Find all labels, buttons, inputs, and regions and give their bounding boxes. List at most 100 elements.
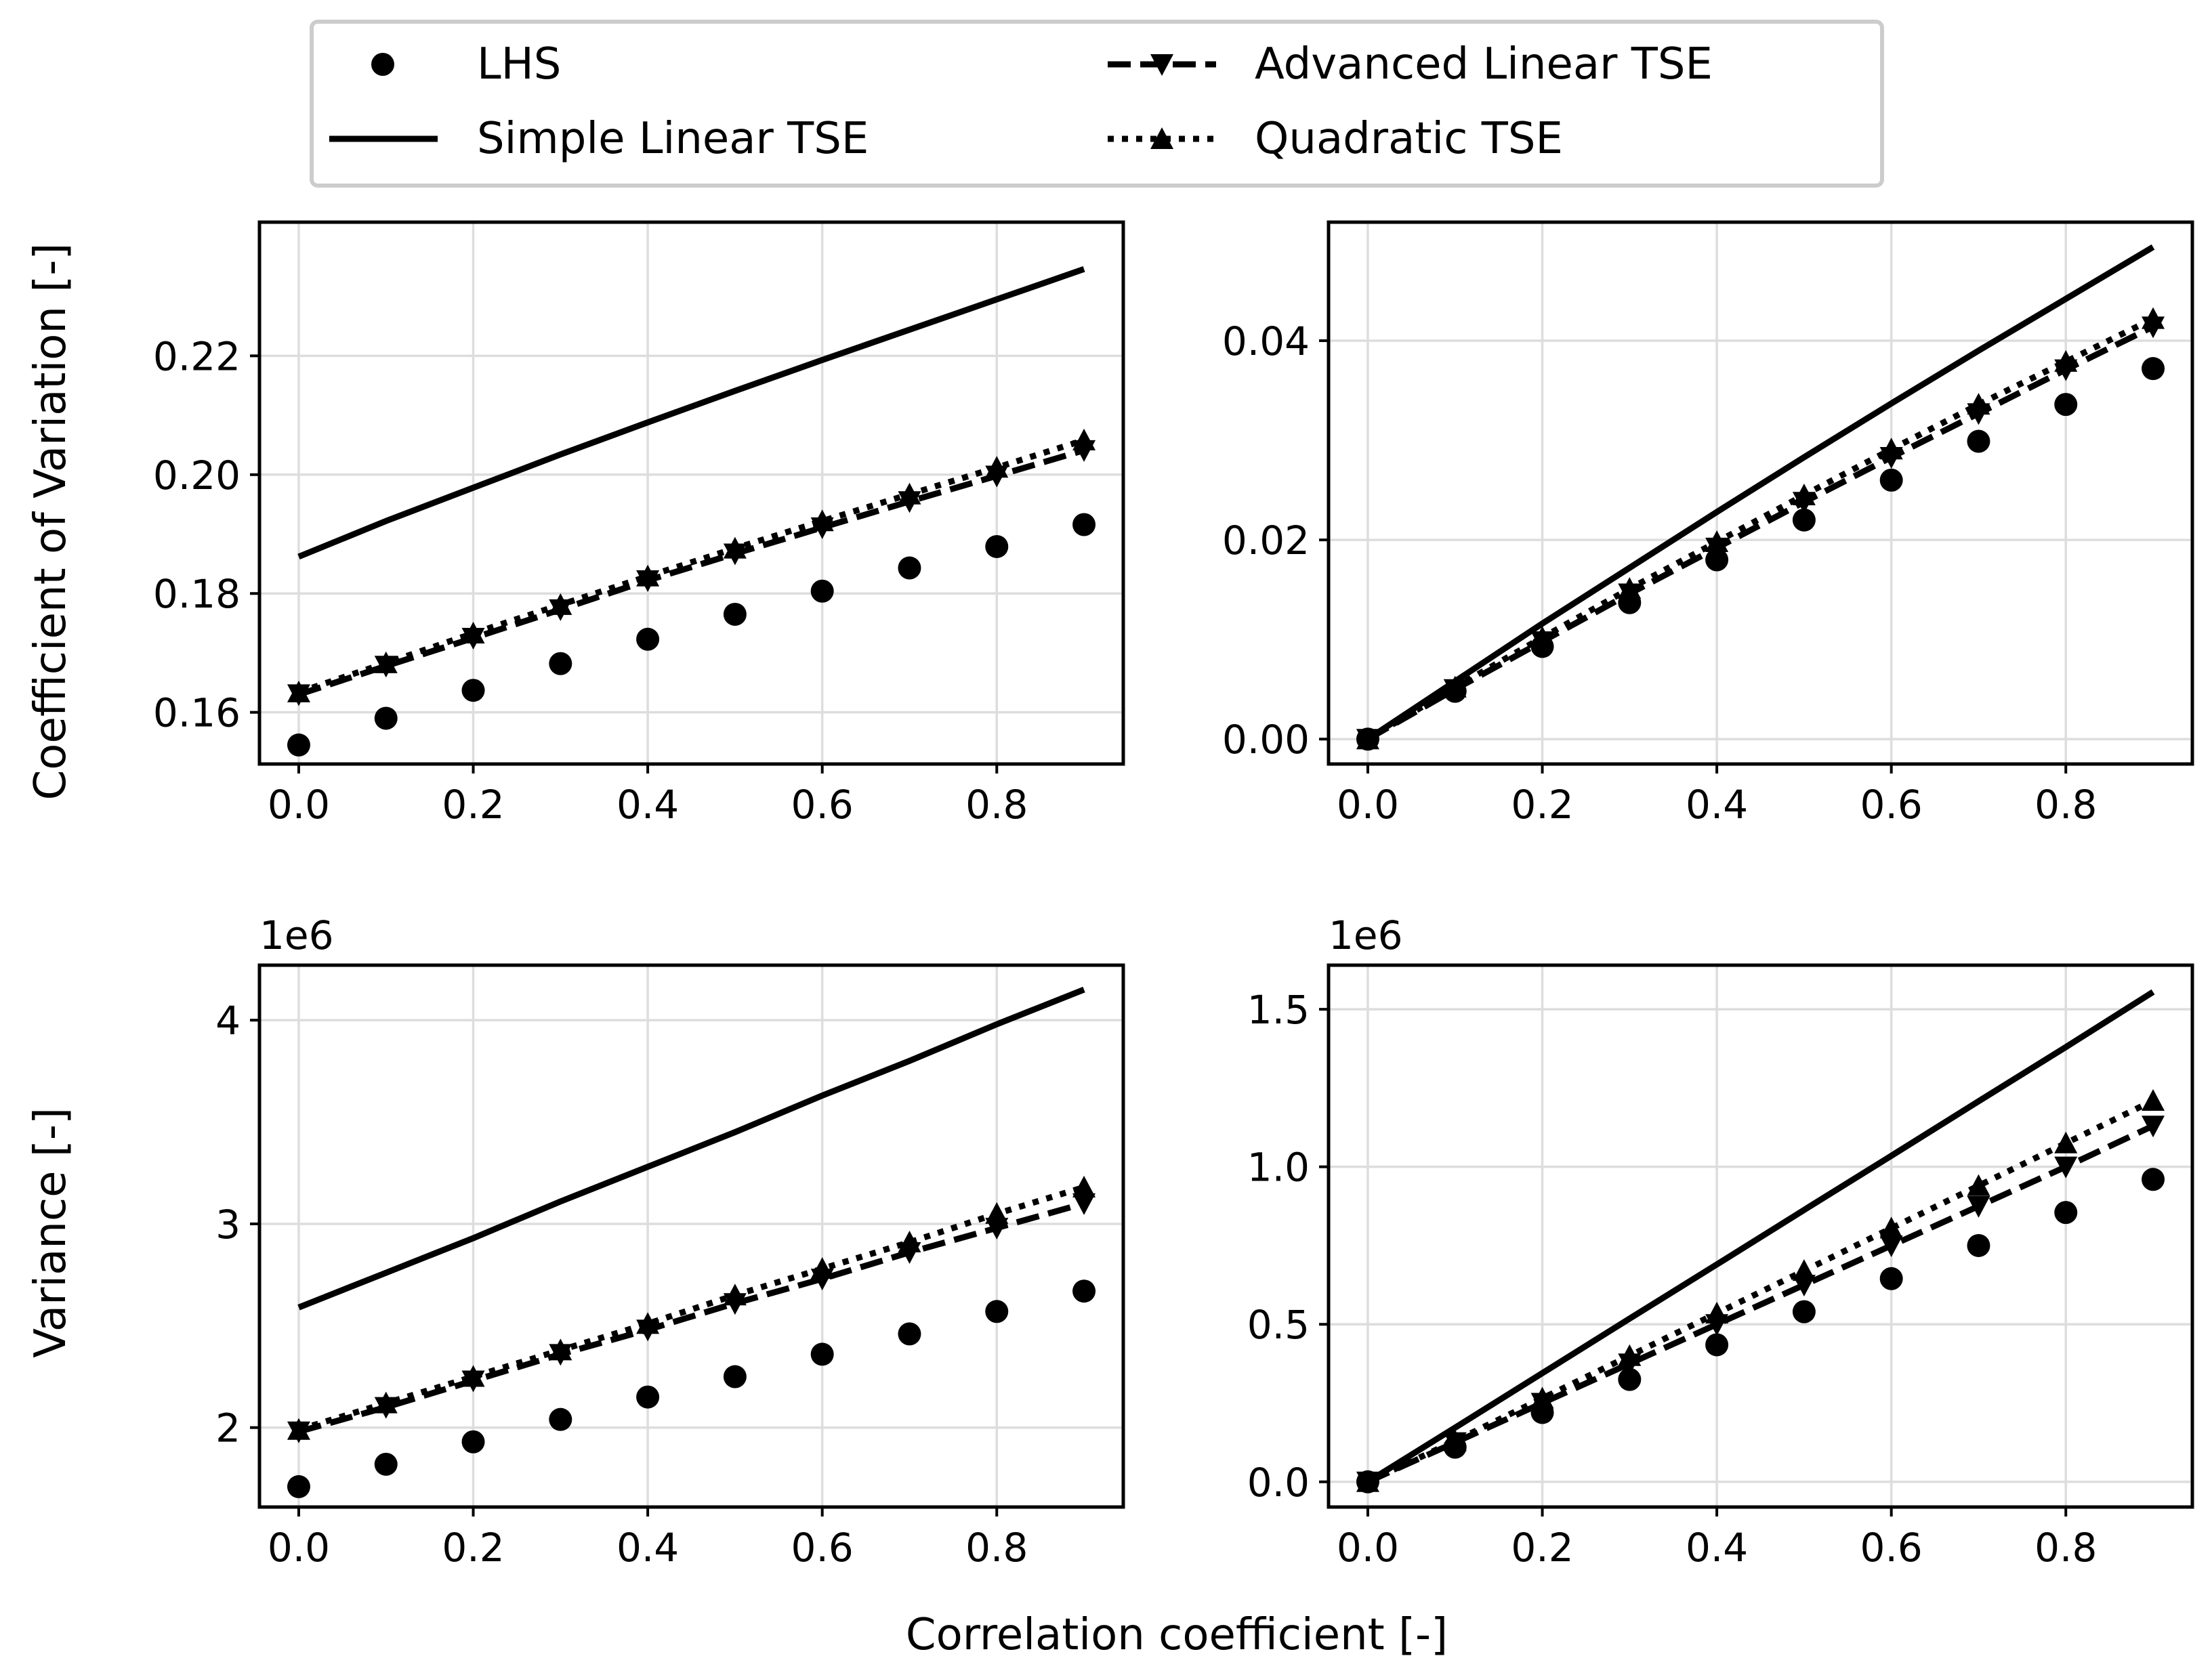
data-point-quadratic-tse	[1072, 428, 1096, 450]
panel-top-right: 0.0 0.2 0.4 0.6 0.8 0.00 0.02 0.04	[1222, 220, 2194, 828]
data-point-quadratic-tse	[1443, 1429, 1467, 1451]
y-tick-label: 0.04	[1222, 318, 1310, 364]
data-point-quadratic-tse	[898, 482, 921, 505]
data-point-quadratic-tse	[549, 1338, 572, 1361]
data-point-quadratic-tse	[1356, 1470, 1379, 1492]
x-tick-label: 0.0	[1337, 782, 1399, 828]
data-point-quadratic-tse	[2142, 1089, 2165, 1111]
series-line-quadratic-tse	[1366, 316, 2155, 742]
y-axis-label-top: Coefficient of Variation [-]	[26, 243, 76, 801]
legend-entry-advanced-linear-tse: Advanced Linear TSE	[1108, 39, 1713, 89]
y-tick-label: 1.0	[1247, 1145, 1310, 1191]
data-point-lhs	[810, 1342, 834, 1366]
data-point-lhs	[287, 1475, 310, 1498]
data-point-lhs	[374, 706, 398, 730]
x-tick-label: 0.4	[617, 1525, 679, 1571]
data-point-lhs	[461, 679, 485, 702]
legend: LHS Advanced Linear TSE Simple Linear TS…	[310, 20, 1884, 188]
panel-bottom-right: 0.0 0.2 0.4 0.6 0.8 0.0 0.5 1.0 1.5 1e6	[1247, 912, 2194, 1571]
y-tick-label: 0.00	[1222, 717, 1310, 763]
y-tick-label: 3	[215, 1202, 241, 1248]
legend-label-quadratic-tse: Quadratic TSE	[1255, 114, 1563, 164]
data-point-advanced-linear-tse	[1879, 1235, 1903, 1257]
data-point-lhs	[723, 1365, 747, 1388]
data-point-lhs	[1072, 513, 1096, 536]
data-point-quadratic-tse	[2054, 1131, 2078, 1153]
data-point-quadratic-tse	[461, 1365, 485, 1387]
data-point-lhs	[636, 627, 660, 651]
x-tick-label: 0.6	[1860, 782, 1923, 828]
legend-marker-lhs-icon	[371, 53, 394, 76]
x-tick-label: 0.8	[965, 1525, 1028, 1571]
x-tick-label: 0.4	[1686, 782, 1748, 828]
data-point-quadratic-tse	[1530, 1386, 1554, 1409]
series-quadratic-tse	[1356, 1089, 2165, 1492]
series-line-simple-linear-tse	[1366, 989, 2155, 1485]
data-point-quadratic-tse	[1879, 438, 1903, 460]
data-point-quadratic-tse	[461, 622, 485, 644]
data-point-quadratic-tse	[1792, 483, 1816, 505]
y-tick-label: 0.16	[153, 690, 241, 736]
x-tick-label: 0.0	[268, 1525, 330, 1571]
data-point-lhs	[287, 733, 310, 757]
plot-frame	[257, 220, 1125, 766]
y-tick-label: 0.02	[1222, 517, 1310, 564]
data-point-quadratic-tse	[1967, 393, 1990, 415]
series-line-quadratic-tse	[297, 1184, 1085, 1433]
legend-entry-lhs: LHS	[371, 39, 561, 89]
data-point-quadratic-tse	[1792, 1259, 1816, 1281]
series-advanced-linear-tse	[1356, 1116, 2165, 1493]
x-tick-label: 0.8	[965, 782, 1028, 828]
series-simple-linear-tse	[1366, 989, 2155, 1485]
series-line-simple-linear-tse	[1366, 244, 2155, 742]
data-point-lhs	[1792, 508, 1816, 532]
series-advanced-linear-tse	[1356, 316, 2165, 751]
axis-offset-label: 1e6	[259, 912, 334, 958]
data-point-lhs	[549, 1407, 572, 1431]
y-tick-label: 0.22	[153, 333, 241, 379]
series-simple-linear-tse	[1366, 244, 2155, 742]
data-point-quadratic-tse	[2142, 307, 2165, 329]
x-tick-label: 0.4	[1686, 1525, 1748, 1571]
data-point-quadratic-tse	[636, 564, 660, 587]
series-line-advanced-linear-tse	[1366, 324, 2155, 742]
y-tick-label: 4	[215, 998, 241, 1044]
data-point-lhs	[985, 534, 1009, 558]
series-line-simple-linear-tse	[297, 266, 1085, 560]
series-line-advanced-linear-tse	[297, 447, 1085, 698]
data-point-lhs	[2142, 357, 2165, 381]
data-point-lhs	[985, 1300, 1009, 1323]
panel-top-left: 0.0 0.2 0.4 0.6 0.8 0.16 0.18 0.20 0.22	[153, 220, 1125, 828]
data-point-lhs	[549, 652, 572, 675]
data-point-quadratic-tse	[374, 1391, 398, 1414]
data-point-quadratic-tse	[1705, 530, 1729, 553]
data-point-lhs	[1705, 548, 1729, 572]
x-tick-label: 0.6	[791, 782, 854, 828]
y-tick-label: 0.20	[153, 452, 241, 499]
data-point-advanced-linear-tse	[2142, 1116, 2165, 1138]
legend-entry-simple-linear-tse: Simple Linear TSE	[329, 114, 869, 164]
x-tick-label: 0.4	[617, 782, 679, 828]
series-advanced-linear-tse	[287, 440, 1096, 706]
data-point-quadratic-tse	[810, 1257, 834, 1279]
panel-bottom-left: 0.0 0.2 0.4 0.6 0.8 2 3 4 1e6	[215, 912, 1125, 1571]
series-quadratic-tse	[287, 428, 1096, 702]
x-tick-label: 0.2	[442, 1525, 504, 1571]
y-tick-label: 0.18	[153, 571, 241, 617]
x-tick-label: 0.6	[1860, 1525, 1923, 1571]
data-point-quadratic-tse	[287, 680, 310, 702]
data-point-lhs	[2054, 1201, 2078, 1225]
data-point-quadratic-tse	[549, 593, 572, 615]
series-lhs	[1356, 1168, 2165, 1493]
data-point-quadratic-tse	[2054, 349, 2078, 372]
data-point-quadratic-tse	[1967, 1174, 1990, 1196]
data-point-advanced-linear-tse	[1072, 1193, 1096, 1215]
data-point-lhs	[1792, 1300, 1816, 1323]
data-point-lhs	[1879, 468, 1903, 492]
data-point-advanced-linear-tse	[2054, 1156, 2078, 1179]
data-point-quadratic-tse	[287, 1418, 310, 1440]
series-quadratic-tse	[1356, 307, 2165, 750]
x-tick-label: 0.8	[2034, 1525, 2097, 1571]
plot-frame	[257, 963, 1125, 1509]
